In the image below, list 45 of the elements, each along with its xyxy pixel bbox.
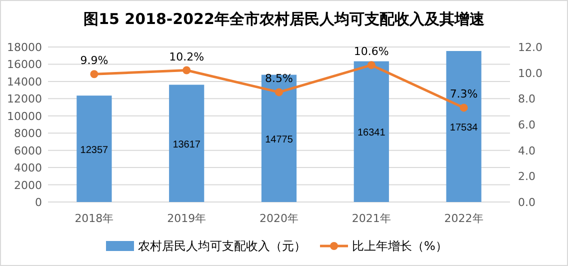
bar [446,51,482,202]
y2-tick-label: 4.0 [518,144,536,158]
y-tick-label: 6000 [14,144,42,158]
x-tick-label: 2018年 [74,212,114,225]
y-tick-label: 18000 [7,41,42,54]
bar [354,61,389,202]
data-label: 8.5% [265,72,293,86]
bar [169,84,204,202]
y-tick-label: 4000 [14,162,42,175]
y-tick-label: 14000 [7,75,42,88]
point [90,70,98,78]
y-tick-label: 8000 [14,127,42,140]
y2-tick-label: 12.0 [518,41,542,54]
data-label: 9.9% [80,54,108,68]
data-label: 10.6% [354,45,389,58]
bar [76,96,112,202]
point [182,66,191,74]
x-tick-label: 2021年 [352,212,391,225]
y-tick-label: 0 [35,196,42,209]
x-tick-label: 2020年 [260,212,298,225]
data-label: 14775 [265,134,294,146]
chart-title: 图15 2018-2022年全市农村居民人均可支配收入及其增速 [84,10,486,28]
y2-tick-label: 2.0 [518,170,536,184]
data-label: 7.3% [450,88,478,101]
point [275,88,283,96]
y2-tick-label: 0.0 [518,196,536,209]
y2-tick-label: 6.0 [518,118,536,132]
y2-tick-label: 8.0 [518,92,536,106]
point [460,104,468,112]
y-tick-label: 2000 [14,178,42,192]
x-tick-label: 2019年 [167,212,206,225]
data-label: 16341 [357,128,386,139]
data-label: 17534 [450,122,478,134]
x-tick-label: 2022年 [444,212,484,225]
y-tick-label: 16000 [7,58,42,72]
legend-label: 比上年增长（%） [352,239,448,253]
data-label: 10.2% [169,50,204,64]
data-label: 12357 [80,144,109,156]
legend-label: 农村居民人均可支配收入（元） [138,239,306,253]
bar [261,74,297,202]
y-tick-label: 10000 [7,110,42,123]
y2-tick-label: 10.0 [518,66,542,80]
point [367,61,376,70]
data-label: 13617 [172,139,201,150]
y-tick-label: 12000 [7,92,42,106]
